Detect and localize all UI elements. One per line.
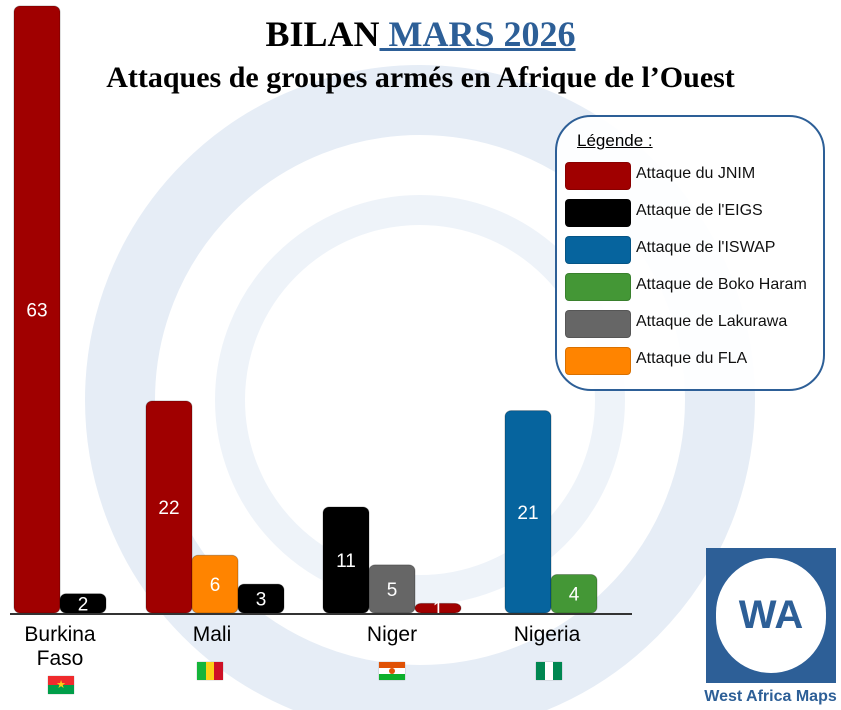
x-tick-label: Nigeria — [513, 623, 581, 646]
legend-label: Attaque de Lakurawa — [636, 313, 788, 330]
legend-swatch — [565, 273, 631, 301]
legend-item: Attaque de l'EIGS — [565, 199, 827, 227]
legend-item: Attaque du JNIM — [565, 162, 827, 190]
title-main: BILAN — [265, 14, 380, 54]
bar-value-label: 6 — [210, 575, 221, 596]
flag-niger-icon — [379, 662, 405, 680]
bar-value-label: 5 — [387, 580, 398, 601]
x-tick-label: Mali — [192, 623, 232, 646]
bar-value-label: 11 — [336, 551, 356, 572]
flag-mali-icon — [197, 662, 224, 680]
bar-value-label: 21 — [517, 503, 538, 524]
legend-item: Attaque de Lakurawa — [565, 310, 827, 338]
legend-label: Attaque de l'ISWAP — [636, 239, 776, 256]
logo-caption: West Africa Maps — [704, 688, 837, 705]
west-africa-maps-logo-icon: WA — [706, 548, 836, 683]
bar-value-label: 1 — [433, 599, 444, 620]
chart-title: BILAN MARS 2026 — [0, 14, 841, 54]
chart-subtitle: Attaques de groupes armés en Afrique de … — [106, 61, 735, 94]
legend-label: Attaque de l'EIGS — [636, 202, 763, 219]
flag-nigeria-icon — [536, 662, 563, 680]
flag-burkina-faso-icon: ★ — [48, 676, 74, 694]
bar-value-label: 63 — [26, 301, 47, 322]
legend-label: Attaque de Boko Haram — [636, 276, 807, 293]
bar-value-label: 22 — [158, 498, 179, 519]
legend-swatch — [565, 236, 631, 264]
title-highlight: MARS 2026 — [379, 14, 576, 54]
legend-item: Attaque de Boko Haram — [565, 273, 827, 301]
legend-label: Attaque du FLA — [636, 350, 748, 367]
legend-item: Attaque de l'ISWAP — [565, 236, 827, 264]
legend-swatch — [565, 162, 631, 190]
legend-label: Attaque du JNIM — [636, 165, 756, 182]
legend: Légende : Attaque du JNIM Attaque de l'EI… — [555, 115, 825, 391]
bar-value-label: 3 — [256, 590, 267, 611]
legend-item: Attaque du FLA — [565, 347, 827, 375]
legend-title: Légende : — [577, 131, 653, 150]
bar-value-label: 2 — [78, 594, 89, 615]
legend-swatch — [565, 199, 631, 227]
legend-swatch — [565, 310, 631, 338]
bar-value-label: 4 — [569, 585, 580, 606]
logo-text: WA — [738, 593, 804, 637]
x-tick-label: Burkina Faso — [24, 623, 96, 670]
legend-swatch — [565, 347, 631, 375]
x-tick-label: Niger — [366, 623, 418, 646]
